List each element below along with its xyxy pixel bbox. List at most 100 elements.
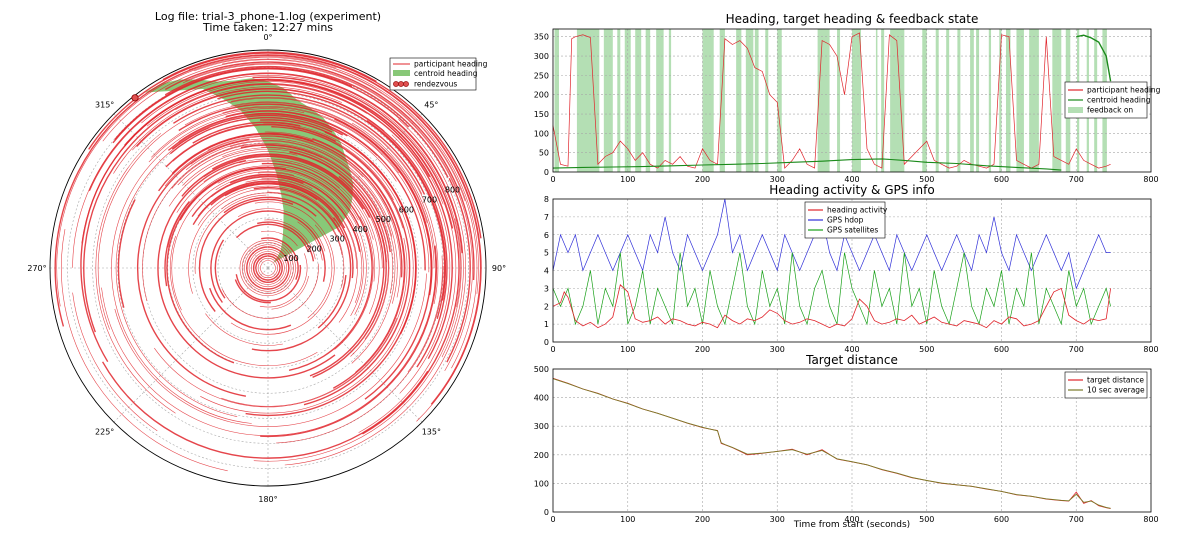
participant-heading-arc: [191, 175, 304, 217]
plot-frame: [552, 368, 1152, 513]
polar-radius-label: 100: [283, 254, 298, 263]
x-tick-label: 800: [1143, 515, 1158, 524]
x-tick-label: 500: [919, 515, 934, 524]
participant-heading-arc: [141, 75, 461, 308]
participant-heading-arc: [237, 153, 383, 269]
participant-heading-arc: [171, 114, 344, 150]
legend-swatch: [1068, 107, 1083, 113]
participant-heading-arc: [61, 229, 228, 472]
polar-radius-label: 700: [422, 195, 437, 204]
participant-heading-arc: [252, 76, 460, 435]
legend-frame: [1064, 371, 1148, 399]
feedback-on-band: [881, 29, 885, 172]
participant-heading-arc: [211, 176, 313, 198]
participant-heading-arc: [117, 199, 136, 308]
participant-heading-arc: [221, 317, 398, 407]
participant-heading-arc: [165, 123, 337, 168]
feedback-on-band: [603, 29, 613, 172]
x-tick-label: 100: [620, 175, 635, 184]
feedback-on-band: [624, 29, 631, 172]
participant-heading-arc: [222, 58, 478, 369]
y-tick-label: 4: [544, 267, 549, 276]
participant-heading-arc: [114, 67, 353, 140]
participant-heading-arc: [167, 113, 348, 151]
y-tick-label: 150: [534, 110, 549, 119]
participant-heading-arc: [229, 174, 361, 252]
participant-heading-arc: [257, 257, 278, 279]
participant-heading-arc: [182, 148, 387, 263]
participant-heading-arc: [345, 150, 404, 229]
polar-angle-label: 225°: [95, 427, 114, 436]
feedback-on-band: [970, 29, 974, 172]
polar-angle-label: 135°: [422, 427, 441, 436]
participant-heading-arc: [271, 126, 411, 406]
participant-heading-arc: [260, 260, 276, 276]
y-tick-label: 1: [544, 320, 549, 329]
polar-angle-label: 0°: [263, 33, 272, 42]
polar-grid-spoke: [267, 267, 423, 423]
x-tick-label: 600: [994, 515, 1009, 524]
participant-heading-arc: [261, 237, 299, 280]
participant-heading-arc: [88, 52, 482, 239]
x-tick-label: 0: [550, 515, 555, 524]
participant-heading-arc: [334, 118, 432, 400]
participant-heading-arc: [251, 251, 285, 285]
x-tick-label: 600: [994, 345, 1009, 354]
participant-heading-arc: [54, 54, 482, 405]
x-tick-label: 400: [844, 345, 859, 354]
participant-heading-arc: [253, 186, 343, 237]
figure-title-line1: Log file: trial-3_phone-1.log (experimen…: [155, 10, 381, 23]
participant-heading-arc: [264, 219, 316, 260]
participant-heading-arc: [101, 122, 436, 436]
feedback-on-band: [754, 29, 759, 172]
feedback-on-band: [946, 29, 950, 172]
plot-frame: [552, 198, 1152, 343]
y-tick-label: 350: [534, 33, 549, 42]
polar-radius-label: 800: [445, 186, 460, 195]
participant-heading-arc: [267, 191, 345, 288]
y-tick-label: 100: [534, 479, 549, 488]
participant-heading-arc: [169, 117, 333, 155]
legend-label: 10 sec average: [1087, 386, 1145, 395]
feedback-on-band: [1005, 29, 1011, 172]
y-tick-label: 0: [544, 168, 549, 177]
legend-label: target distance: [1087, 376, 1144, 385]
x-tick-label: 400: [844, 175, 859, 184]
participant-heading-arc: [215, 173, 363, 304]
participant-heading-arc: [181, 155, 364, 210]
participant-heading-arc: [198, 198, 294, 312]
polar-grid-spoke: [113, 113, 269, 269]
y-tick-label: 200: [534, 451, 549, 460]
participant-heading-arc: [275, 265, 444, 444]
participant-heading-arc: [207, 135, 401, 298]
heading-activity-line: [552, 284, 1111, 329]
polar-grid-spoke: [113, 267, 269, 423]
plot-frame: [552, 28, 1152, 173]
y-tick-label: 200: [534, 91, 549, 100]
y-tick-label: 6: [544, 231, 549, 240]
x-tick-label: 600: [994, 175, 1009, 184]
participant-heading-arc: [162, 51, 377, 83]
participant-heading-arc: [102, 59, 466, 201]
participant-heading-arc: [164, 136, 364, 187]
participant-heading-arc: [252, 253, 283, 283]
participant-heading-arc: [88, 72, 463, 254]
participant-heading-arc: [192, 121, 301, 144]
participant-heading-arc: [236, 223, 310, 253]
feedback-on-band: [988, 29, 992, 172]
legend-label: heading activity: [827, 206, 888, 215]
participant-heading-arc: [178, 112, 397, 182]
polar-radius-label: 500: [376, 215, 391, 224]
x-tick-label: 700: [1069, 345, 1084, 354]
participant-heading-arc: [205, 313, 283, 346]
participant-heading-arc: [172, 124, 394, 201]
polar-angle-label: 270°: [27, 264, 46, 273]
feedback-on-band: [656, 29, 664, 172]
polar-frame: [49, 49, 487, 487]
participant-heading-arc: [136, 88, 448, 368]
participant-heading-arc: [194, 57, 479, 294]
participant-heading-arc: [210, 182, 354, 279]
polar-angle-label: 180°: [258, 495, 277, 504]
distance-panel: Target distance Time from start (seconds…: [534, 353, 1159, 530]
participant-heading-arc: [271, 275, 309, 310]
